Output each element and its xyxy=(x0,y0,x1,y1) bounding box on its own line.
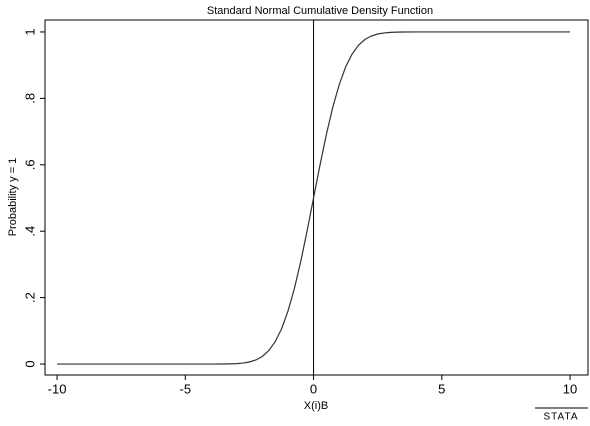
x-tick-label: 5 xyxy=(438,381,445,396)
x-tick-label: 0 xyxy=(310,381,317,396)
x-tick-label: -5 xyxy=(180,381,192,396)
y-tick-label: .2 xyxy=(22,292,37,303)
x-tick-label: 10 xyxy=(563,381,577,396)
y-tick-label: .8 xyxy=(22,93,37,104)
y-tick-label: 0 xyxy=(22,360,37,367)
cdf-line xyxy=(57,31,571,365)
x-axis-title: X(i)B xyxy=(304,400,328,412)
y-tick-label: .4 xyxy=(22,226,37,237)
logo: STATA xyxy=(544,412,579,423)
plot-frame xyxy=(44,19,589,376)
x-tick-label: -10 xyxy=(48,381,67,396)
y-tick-label: 1 xyxy=(22,28,37,35)
y-axis-title: Probability y = 1 xyxy=(7,158,19,237)
y-tick-label: .6 xyxy=(22,159,37,170)
chart-title: Standard Normal Cumulative Density Funct… xyxy=(207,5,433,17)
